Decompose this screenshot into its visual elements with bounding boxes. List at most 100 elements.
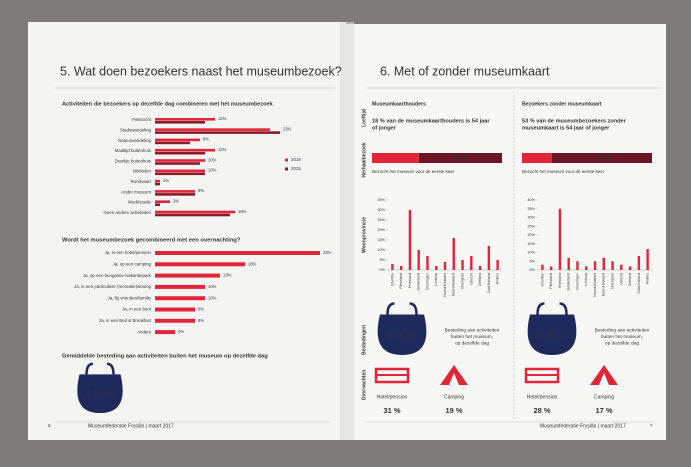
overnight-label: Hotel/pension [527,394,558,400]
overnight-label: Camping [444,394,464,400]
bar [155,170,205,173]
purse-amount: € 19,11 [539,331,566,340]
value-label: 4% [178,329,184,334]
bar [155,149,215,152]
bar [559,209,561,270]
overnight-value: 19 % [445,406,462,415]
bar [409,210,411,270]
bar-label: 64 % [453,155,468,162]
value-label: 16% [238,209,247,214]
bar [155,142,190,145]
age-text: museumkaart is 54 jaar of jonger [522,125,610,131]
x-tick-label: Friesland [408,273,412,288]
bar [435,266,437,270]
bar [155,162,200,165]
bar [620,265,622,270]
x-tick-label: Friesland [558,273,562,288]
category-label: Ja, op een bungalow-/vakantiepark [83,273,152,278]
bar [391,264,393,270]
bar [155,262,245,266]
bar [479,266,481,270]
bar [488,246,490,270]
x-tick-label: Flevoland [399,273,403,289]
category-label: Rondvaart [131,179,152,184]
bar [444,262,446,270]
bar-caption: Bezocht het museum voor de eerste keer [522,169,605,174]
value-label: 10% [208,284,217,289]
spending-text: op dezelfde dag [455,340,489,346]
y-tick-label: 10% [527,251,535,255]
category-label: Fietstocht [132,117,152,122]
value-label: 3% [173,199,179,204]
legend-label: 2015 [291,166,301,171]
x-tick-label: Overijssel [610,273,614,289]
spending-text: Besteding aan activiteiten [595,327,650,333]
bar [155,200,170,203]
spending-text: buiten het museum, [451,334,493,340]
value-label: 12% [218,116,227,121]
legend-swatch [285,168,288,171]
overnight-value: 28 % [533,406,550,415]
legend-swatch [285,159,288,162]
y-tick-label: 0% [530,268,536,272]
x-tick-label: Gelderland [417,273,421,291]
bar [155,131,280,134]
value-label: 1% [163,178,169,183]
bar [629,267,631,271]
value-label: 13% [223,273,232,278]
bar [550,267,552,271]
bar [576,261,578,270]
x-tick-label: Noord-Holland [452,273,456,296]
footer-text: Museumfederatie Fryslân | maart 2017 [88,423,174,429]
left-page [28,22,346,440]
y-tick-label: 5% [530,259,536,263]
category-label: Ja, in een particuliere (recreatie)wonin… [74,284,151,289]
bar [155,139,200,142]
bar [155,319,195,323]
overnight-value: 17 % [595,406,612,415]
age-text: of jonger [372,125,397,131]
spending-text: Besteding aan activiteiten [445,327,500,333]
overnight-label: Hotel/pension [377,394,408,400]
y-tick-label: 25% [527,224,535,228]
bar [541,265,543,270]
x-tick-label: Drenthe [540,273,544,286]
x-tick-label: Anders [496,273,500,285]
y-tick-label: 40% [527,198,535,202]
value-label: 10% [208,168,217,173]
bar [155,190,195,193]
page-title: 6. Met of zonder museumkaart [380,64,550,78]
purse-amount: € 18,83 [87,390,114,399]
x-tick-label: Limburg [434,273,438,286]
value-label: 8% [198,188,204,193]
y-tick-label: 20% [377,228,385,232]
category-label: Anders [137,329,152,334]
bar [611,261,613,270]
category-label: Ja, op een camping [113,261,152,266]
row-label: Leeftijd [361,109,367,127]
bar [155,330,175,334]
x-tick-label: Zuid-Holland [637,273,641,293]
y-tick-label: 0% [380,268,386,272]
bar [417,250,419,270]
row-label: Overnachten [361,370,367,401]
y-tick-label: 15% [527,242,535,246]
x-tick-label: Zeeland [478,273,482,286]
bar [155,128,270,131]
row-label: Woonprovincie [361,217,367,253]
x-tick-label: Groningen [425,273,429,290]
category-label: Ja, bij vrienden/familie [108,295,152,300]
x-tick-label: Utrecht [469,273,473,285]
y-tick-label: 5% [380,258,386,262]
x-tick-label: Limburg [584,273,588,286]
y-tick-label: 35% [377,198,385,202]
value-label: 8% [198,318,204,323]
category-label: Drankje buitenhuis [115,158,152,163]
bar [453,238,455,270]
bar [155,285,205,289]
x-tick-label: Groningen [575,273,579,290]
legend-label: 2016 [291,157,301,162]
category-label: Ja, in een boot [122,307,152,312]
bar [155,214,230,217]
value-label: 12% [218,147,227,152]
